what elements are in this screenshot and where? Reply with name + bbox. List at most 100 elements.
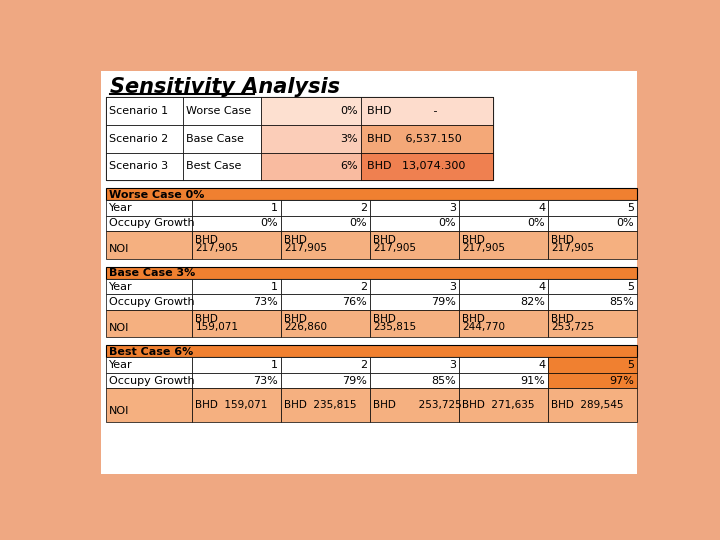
- Bar: [459, 373, 548, 388]
- Text: Year: Year: [109, 203, 132, 213]
- Bar: [282, 231, 370, 259]
- Bar: [106, 200, 192, 215]
- Text: Scenario 2: Scenario 2: [109, 134, 168, 144]
- Bar: [183, 125, 261, 153]
- Text: 5: 5: [627, 281, 634, 292]
- Text: BHD       253,725: BHD 253,725: [374, 400, 462, 410]
- Bar: [106, 267, 637, 279]
- Text: 244,770: 244,770: [462, 322, 505, 332]
- Bar: [459, 357, 548, 373]
- Text: Scenario 1: Scenario 1: [109, 106, 168, 116]
- Bar: [192, 388, 282, 422]
- Text: 0%: 0%: [341, 106, 358, 116]
- Bar: [192, 373, 282, 388]
- Bar: [106, 294, 192, 309]
- Bar: [548, 294, 637, 309]
- Bar: [459, 309, 548, 338]
- Text: 4: 4: [538, 281, 545, 292]
- Text: BHD  271,635: BHD 271,635: [462, 400, 535, 410]
- Bar: [548, 200, 637, 215]
- Text: NOI: NOI: [109, 323, 129, 333]
- Text: 0%: 0%: [616, 218, 634, 228]
- Text: 3: 3: [449, 203, 456, 213]
- Text: 235,815: 235,815: [374, 322, 416, 332]
- Text: 85%: 85%: [431, 375, 456, 386]
- Bar: [370, 357, 459, 373]
- Text: NOI: NOI: [109, 244, 129, 254]
- Text: Base Case 3%: Base Case 3%: [109, 268, 196, 278]
- Text: 3: 3: [449, 360, 456, 370]
- Bar: [282, 309, 370, 338]
- Bar: [106, 188, 637, 200]
- Bar: [192, 309, 282, 338]
- Text: Best Case: Best Case: [186, 161, 241, 171]
- Bar: [192, 215, 282, 231]
- Text: BHD: BHD: [195, 314, 218, 323]
- Bar: [361, 153, 493, 180]
- Text: 0%: 0%: [349, 218, 367, 228]
- Text: 91%: 91%: [521, 375, 545, 386]
- Bar: [548, 388, 637, 422]
- Text: 5: 5: [627, 360, 634, 370]
- Text: 73%: 73%: [253, 297, 278, 307]
- Text: BHD: BHD: [462, 314, 485, 323]
- Bar: [106, 309, 192, 338]
- Bar: [361, 125, 493, 153]
- Text: BHD  159,071: BHD 159,071: [195, 400, 268, 410]
- Bar: [261, 97, 361, 125]
- Bar: [548, 279, 637, 294]
- Text: 253,725: 253,725: [552, 322, 595, 332]
- Text: BHD: BHD: [462, 235, 485, 245]
- Text: BHD  289,545: BHD 289,545: [552, 400, 624, 410]
- Bar: [361, 97, 493, 125]
- Bar: [106, 97, 493, 180]
- Text: 159,071: 159,071: [195, 322, 238, 332]
- Text: Best Case 6%: Best Case 6%: [109, 347, 194, 356]
- Bar: [370, 215, 459, 231]
- Bar: [370, 373, 459, 388]
- Bar: [106, 388, 192, 422]
- Text: 73%: 73%: [253, 375, 278, 386]
- Text: BHD            -: BHD -: [367, 106, 438, 116]
- Bar: [459, 388, 548, 422]
- Text: BHD: BHD: [374, 235, 396, 245]
- Bar: [282, 373, 370, 388]
- Text: BHD: BHD: [552, 314, 574, 323]
- Text: BHD   13,074.300: BHD 13,074.300: [367, 161, 466, 171]
- Bar: [548, 373, 637, 388]
- Bar: [548, 357, 637, 373]
- Text: 1: 1: [271, 281, 278, 292]
- Text: 1: 1: [271, 360, 278, 370]
- Bar: [106, 357, 192, 373]
- Text: Base Case: Base Case: [186, 134, 244, 144]
- Bar: [106, 215, 192, 231]
- Bar: [459, 200, 548, 215]
- Text: Occupy Growth: Occupy Growth: [109, 218, 194, 228]
- Text: 76%: 76%: [343, 297, 367, 307]
- Bar: [192, 200, 282, 215]
- Text: 217,905: 217,905: [195, 244, 238, 253]
- Text: BHD    6,537.150: BHD 6,537.150: [367, 134, 462, 144]
- Bar: [548, 309, 637, 338]
- Text: 1: 1: [271, 203, 278, 213]
- Text: 2: 2: [360, 360, 367, 370]
- Bar: [370, 294, 459, 309]
- Text: 79%: 79%: [431, 297, 456, 307]
- Bar: [106, 279, 192, 294]
- Text: 4: 4: [538, 203, 545, 213]
- Text: 82%: 82%: [521, 297, 545, 307]
- Bar: [106, 373, 192, 388]
- Bar: [459, 215, 548, 231]
- Text: 2: 2: [360, 203, 367, 213]
- Text: Worse Case: Worse Case: [186, 106, 251, 116]
- Text: Sensitivity Analysis: Sensitivity Analysis: [110, 77, 340, 97]
- Text: BHD  235,815: BHD 235,815: [284, 400, 357, 410]
- Text: 217,905: 217,905: [374, 244, 416, 253]
- Bar: [459, 279, 548, 294]
- Bar: [459, 294, 548, 309]
- Text: 6%: 6%: [341, 161, 358, 171]
- Text: 4: 4: [538, 360, 545, 370]
- Text: Worse Case 0%: Worse Case 0%: [109, 190, 204, 200]
- Text: 85%: 85%: [609, 297, 634, 307]
- Text: Year: Year: [109, 360, 132, 370]
